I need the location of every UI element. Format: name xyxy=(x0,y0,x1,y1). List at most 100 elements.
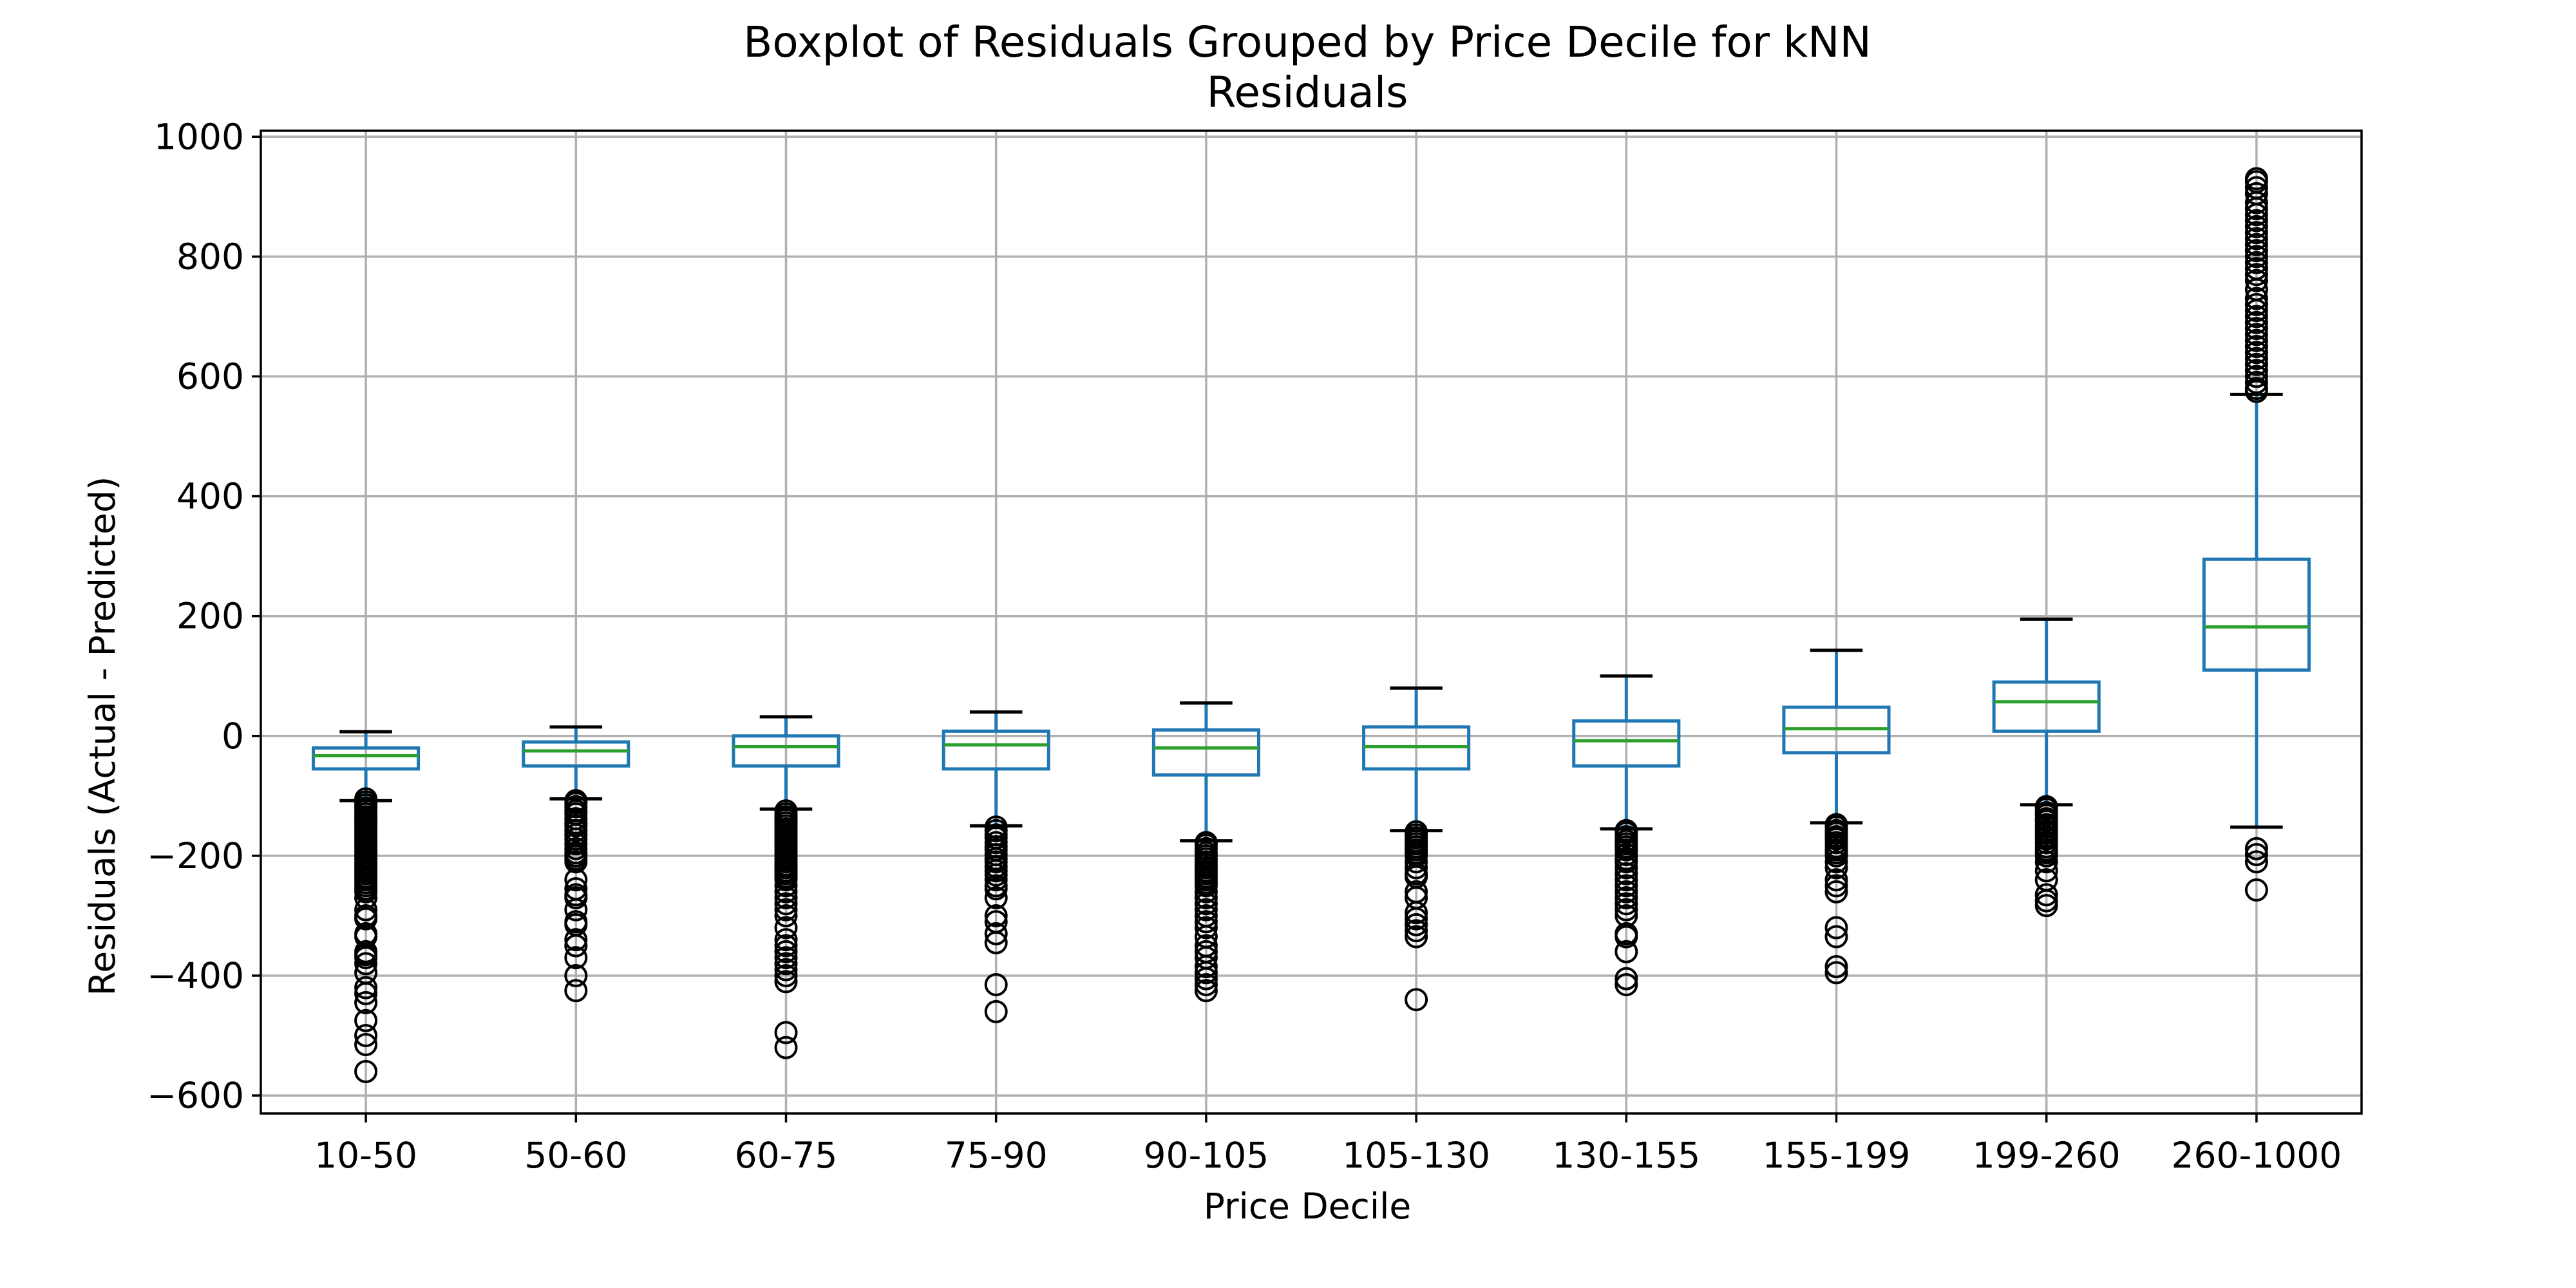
y-tick-label: −200 xyxy=(147,835,244,876)
outlier-point xyxy=(1615,892,1638,916)
outlier-point xyxy=(1405,925,1428,949)
axis-ticks: −600 −400 −200 0 200 400 600 800 1000 10-50 50-60 6… xyxy=(147,116,2342,1176)
outlier-point xyxy=(984,972,1008,996)
outlier-point xyxy=(2244,346,2268,370)
y-tick-label: 1000 xyxy=(154,116,244,157)
outlier-point xyxy=(354,1009,378,1032)
box-group xyxy=(312,730,421,1083)
iqr-box xyxy=(1992,680,2101,733)
x-tick-label: 50-60 xyxy=(524,1135,627,1176)
outlier-point xyxy=(774,970,798,994)
outlier-point xyxy=(1615,940,1638,963)
outlier-point xyxy=(2244,292,2268,316)
outlier-point xyxy=(774,868,798,892)
y-tick-label: 400 xyxy=(176,476,244,517)
x-tick-label: 199-260 xyxy=(1973,1135,2121,1176)
outlier-point xyxy=(984,877,1008,901)
outlier-point xyxy=(2034,844,2058,867)
box-group xyxy=(2202,167,2311,902)
outlier-point xyxy=(1194,898,1218,922)
outlier-point xyxy=(564,886,588,910)
outlier-point xyxy=(774,916,798,940)
outlier-point xyxy=(1824,874,1848,898)
outlier-point xyxy=(2244,843,2268,867)
outlier-point xyxy=(984,868,1008,892)
x-tick-label: 75-90 xyxy=(945,1135,1048,1176)
outlier-point xyxy=(984,999,1008,1023)
outlier-point xyxy=(2244,239,2268,263)
outlier-point xyxy=(1194,972,1218,996)
outlier-point xyxy=(1824,868,1848,892)
outlier-point xyxy=(1824,856,1848,880)
outlier-point xyxy=(354,1024,378,1048)
outlier-point xyxy=(774,898,798,922)
outlier-point xyxy=(2244,878,2268,902)
outlier-point xyxy=(1615,880,1638,904)
box-group xyxy=(942,710,1050,1023)
outlier-point xyxy=(984,886,1008,910)
outlier-point xyxy=(564,963,588,987)
outlier-point xyxy=(2244,209,2268,232)
outlier-point xyxy=(1194,892,1218,916)
outlier-point xyxy=(354,946,378,970)
outlier-point xyxy=(2244,323,2268,346)
outlier-point xyxy=(2244,251,2268,274)
outlier-point xyxy=(774,892,798,916)
outlier-point xyxy=(2244,352,2268,376)
x-tick-label: 130-155 xyxy=(1552,1135,1700,1176)
outlier-point xyxy=(984,931,1008,954)
x-tick-label: 10-50 xyxy=(314,1135,417,1176)
outlier-point xyxy=(1194,961,1218,985)
box-group xyxy=(1572,674,1681,996)
outlier-point xyxy=(2244,837,2268,860)
outlier-point xyxy=(1615,967,1638,990)
outlier-point xyxy=(1615,898,1638,922)
outlier-point xyxy=(2034,859,2058,883)
iqr-box xyxy=(1151,728,1260,777)
outlier-point xyxy=(2244,359,2268,383)
outlier-point xyxy=(1824,844,1848,867)
outlier-point xyxy=(984,904,1008,927)
x-tick-label: 155-199 xyxy=(1763,1135,1911,1176)
boxes xyxy=(312,167,2311,1083)
outlier-point xyxy=(1824,850,1848,874)
y-tick-label: 800 xyxy=(176,236,244,277)
plot-frame xyxy=(260,129,2363,1115)
outlier-point xyxy=(2244,328,2268,352)
outlier-point xyxy=(2244,257,2268,281)
outlier-point xyxy=(564,979,588,1003)
iqr-box xyxy=(2202,557,2311,672)
outlier-point xyxy=(774,946,798,970)
outlier-point xyxy=(2034,850,2058,874)
y-tick-label: 600 xyxy=(176,356,244,397)
outlier-point xyxy=(564,946,588,970)
x-tick-label: 60-75 xyxy=(735,1135,838,1176)
outlier-point xyxy=(1615,862,1638,886)
outlier-point xyxy=(774,1021,798,1045)
outlier-point xyxy=(564,928,588,952)
outlier-point xyxy=(1615,850,1638,874)
outlier-point xyxy=(1615,868,1638,892)
outlier-point xyxy=(2244,317,2268,341)
outlier-point xyxy=(1824,955,1848,979)
outlier-point xyxy=(1824,925,1848,949)
outlier-point xyxy=(1405,988,1428,1012)
outlier-point xyxy=(2244,310,2268,334)
outlier-point xyxy=(2034,894,2058,918)
outlier-point xyxy=(1405,850,1428,874)
outlier-point xyxy=(1824,880,1848,904)
outlier-point xyxy=(2244,245,2268,269)
iqr-box xyxy=(522,740,630,768)
y-axis-label: Residuals (Actual - Predicted) xyxy=(82,477,123,996)
outlier-point xyxy=(2244,365,2268,388)
outlier-point xyxy=(774,904,798,927)
chart-subtitle: Residuals xyxy=(1206,68,1408,117)
outlier-point xyxy=(2244,370,2268,394)
outlier-point xyxy=(2244,232,2268,256)
outlier-point xyxy=(2244,269,2268,292)
outlier-point xyxy=(2244,334,2268,358)
outlier-point xyxy=(2244,850,2268,874)
outlier-point xyxy=(984,922,1008,945)
box-group xyxy=(732,715,840,1059)
outlier-point xyxy=(1194,979,1218,1003)
